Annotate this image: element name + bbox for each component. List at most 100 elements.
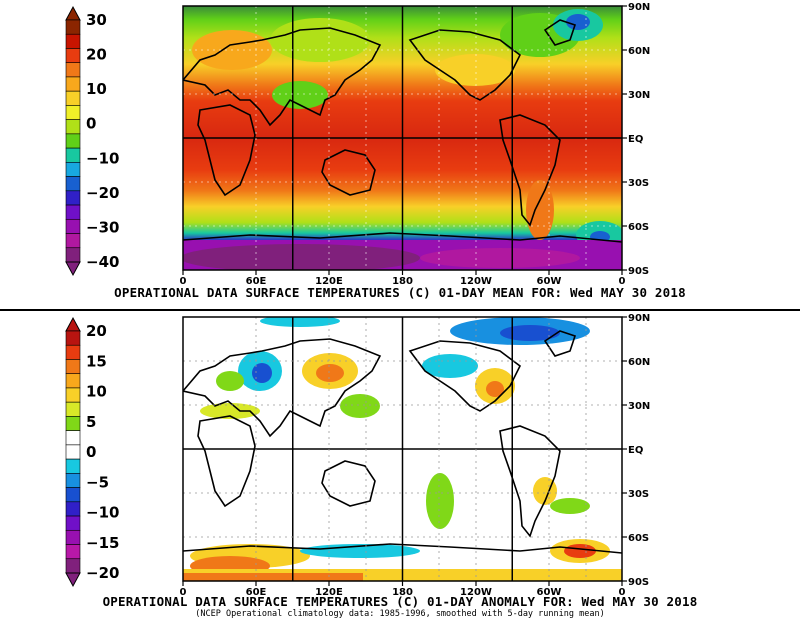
mean-latitude-labels: 90N 60N 30N EQ 30S 60S 90S	[628, 2, 650, 277]
latitude-label: 60N	[628, 46, 650, 57]
colorbar-max-arrow	[65, 5, 81, 21]
colorbar-swatch	[65, 373, 81, 389]
colorbar-label: 15	[86, 352, 107, 370]
colorbar-swatch	[65, 416, 81, 431]
latitude-label: 60S	[628, 533, 649, 544]
mean-axis-ticks	[182, 5, 627, 275]
colorbar-swatch	[65, 344, 81, 360]
latitude-label: 60N	[628, 357, 650, 368]
colorbar-label: 10	[86, 383, 107, 401]
anomaly-map-subtitle: (NCEP Operational climatology data: 1985…	[195, 609, 605, 619]
latitude-label: 90N	[628, 313, 650, 324]
latitude-label: 60S	[628, 222, 649, 233]
anomaly-longitude-labels: 0 60E 120E 180 120W 60W 0	[180, 587, 626, 598]
colorbar-label: −15	[86, 534, 119, 552]
colorbar-swatch	[65, 76, 81, 92]
colorbar-swatch	[65, 62, 81, 78]
longitude-label: 120E	[315, 276, 343, 287]
longitude-label: 120E	[315, 587, 343, 598]
longitude-label: 60E	[246, 587, 267, 598]
longitude-label: 0	[180, 276, 187, 287]
colorbar-swatch	[65, 430, 81, 446]
longitude-label: 0	[180, 587, 187, 598]
colorbar-label: 0	[86, 115, 96, 133]
colorbar-swatch	[65, 458, 81, 474]
colorbar-label: 5	[86, 413, 96, 431]
colorbar-label: 20	[86, 322, 107, 340]
mean-temperature-panel: 90N 60N 30N EQ 30S 60S 90S 0 60E 120E 180 120W 60W 0…	[0, 0, 800, 311]
colorbar-swatch	[65, 119, 81, 135]
colorbar-swatch	[65, 90, 81, 106]
colorbar-swatch	[65, 204, 81, 220]
latitude-label: EQ	[628, 445, 643, 456]
latitude-label: 90S	[628, 577, 649, 588]
colorbar-label: −20	[86, 564, 119, 582]
colorbar-swatch	[65, 19, 81, 35]
mean-longitude-labels: 0 60E 120E 180 120W 60W 0	[180, 276, 626, 287]
colorbar-swatch	[65, 33, 81, 49]
longitude-label: 180	[392, 276, 413, 287]
longitude-label: 120W	[460, 587, 492, 598]
colorbar-swatch	[65, 48, 81, 64]
colorbar-swatch	[65, 515, 81, 531]
colorbar-label: −40	[86, 253, 119, 271]
anomaly-colorbar: 20 15 10 5 0 −5 −10 −15 −20	[65, 316, 119, 588]
mean-minor-grid	[183, 6, 622, 270]
colorbar-label: −30	[86, 218, 119, 236]
colorbar-max-arrow	[65, 316, 81, 332]
latitude-label: 30N	[628, 90, 650, 101]
colorbar-label: −10	[86, 504, 119, 522]
latitude-label: EQ	[628, 134, 643, 145]
mean-map-title: OPERATIONAL DATA SURFACE TEMPERATURES (C…	[114, 285, 686, 300]
colorbar-label: −20	[86, 184, 119, 202]
anomaly-temperature-panel: 90N 60N 30N EQ 30S 60S 90S 0 60E 120E 180 120W 60W 0…	[0, 311, 800, 620]
colorbar-min-arrow	[65, 572, 81, 588]
colorbar-swatch	[65, 247, 81, 263]
latitude-label: 30N	[628, 401, 650, 412]
longitude-label: 0	[619, 587, 626, 598]
anomaly-latitude-labels: 90N 60N 30N EQ 30S 60S 90S	[628, 313, 650, 588]
anomaly-axis-ticks	[182, 316, 627, 586]
colorbar-label: 30	[86, 11, 107, 29]
colorbar-swatch	[65, 558, 81, 574]
colorbar-swatch	[65, 233, 81, 249]
colorbar-swatch	[65, 487, 81, 503]
colorbar-swatch	[65, 473, 81, 488]
colorbar-swatch	[65, 176, 81, 192]
latitude-label: 30S	[628, 178, 649, 189]
colorbar-swatch	[65, 359, 81, 375]
latitude-label: 90S	[628, 266, 649, 277]
colorbar-label: 0	[86, 443, 96, 461]
longitude-label: 0	[619, 276, 626, 287]
colorbar-swatch	[65, 147, 81, 163]
colorbar-swatch	[65, 133, 81, 149]
colorbar-label: −5	[86, 473, 109, 491]
longitude-label: 180	[392, 587, 413, 598]
mean-coastlines	[183, 19, 622, 243]
longitude-label: 60W	[537, 276, 562, 287]
latitude-label: 90N	[628, 2, 650, 13]
colorbar-swatch	[65, 330, 81, 346]
anomaly-coastlines	[183, 330, 622, 554]
longitude-label: 120W	[460, 276, 492, 287]
colorbar-swatch	[65, 401, 81, 417]
colorbar-swatch	[65, 501, 81, 517]
colorbar-swatch	[65, 544, 81, 560]
longitude-label: 60W	[537, 587, 562, 598]
colorbar-swatch	[65, 105, 81, 120]
colorbar-swatch	[65, 190, 81, 206]
colorbar-min-arrow	[65, 261, 81, 277]
colorbar-swatch	[65, 162, 81, 177]
colorbar-label: −10	[86, 149, 119, 167]
mean-colorbar: 30 20 10 0 −10 −20 −30 −40	[65, 5, 119, 277]
colorbar-swatch	[65, 444, 81, 460]
longitude-label: 60E	[246, 276, 267, 287]
latitude-label: 30S	[628, 489, 649, 500]
colorbar-swatch	[65, 218, 81, 234]
colorbar-label: 10	[86, 80, 107, 98]
anomaly-map-title: OPERATIONAL DATA SURFACE TEMPERATURES (C…	[102, 594, 698, 609]
colorbar-label: 20	[86, 46, 107, 64]
colorbar-swatch	[65, 529, 81, 545]
